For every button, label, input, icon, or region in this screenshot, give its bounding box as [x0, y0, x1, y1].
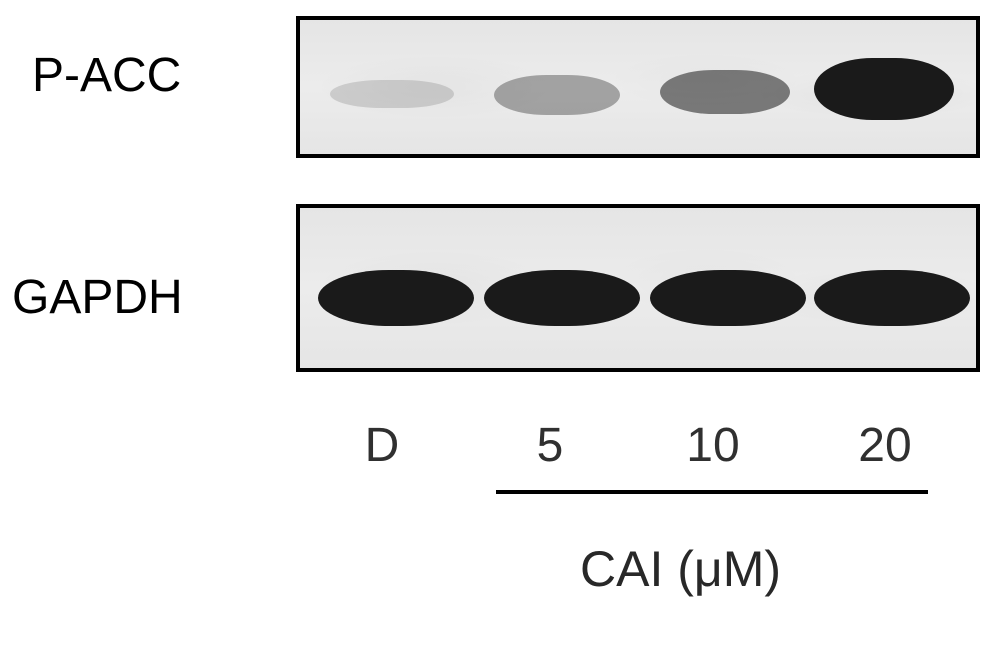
- pacc-lane-20: [814, 58, 954, 120]
- gapdh-lane-20: [814, 270, 970, 326]
- gapdh-lane-D: [318, 270, 474, 326]
- pacc-lane-5: [494, 75, 620, 115]
- blot-pacc: [296, 16, 980, 158]
- lane-label-5: 5: [510, 418, 590, 473]
- treatment-bracket-line: [496, 490, 928, 494]
- gapdh-lane-5: [484, 270, 640, 326]
- pacc-lane-D: [330, 80, 454, 108]
- treatment-axis-label: CAI (μM): [580, 540, 781, 598]
- lane-label-D: D: [342, 418, 422, 473]
- row-label-pacc: P-ACC: [32, 48, 181, 103]
- western-blot-figure: P-ACC GAPDH D 5 10 20 CAI (μM): [0, 0, 1000, 663]
- blot-gapdh: [296, 204, 980, 372]
- row-label-gapdh: GAPDH: [12, 270, 183, 325]
- gapdh-lane-10: [650, 270, 806, 326]
- lane-label-10: 10: [668, 418, 758, 473]
- pacc-lane-10: [660, 70, 790, 114]
- lane-label-20: 20: [840, 418, 930, 473]
